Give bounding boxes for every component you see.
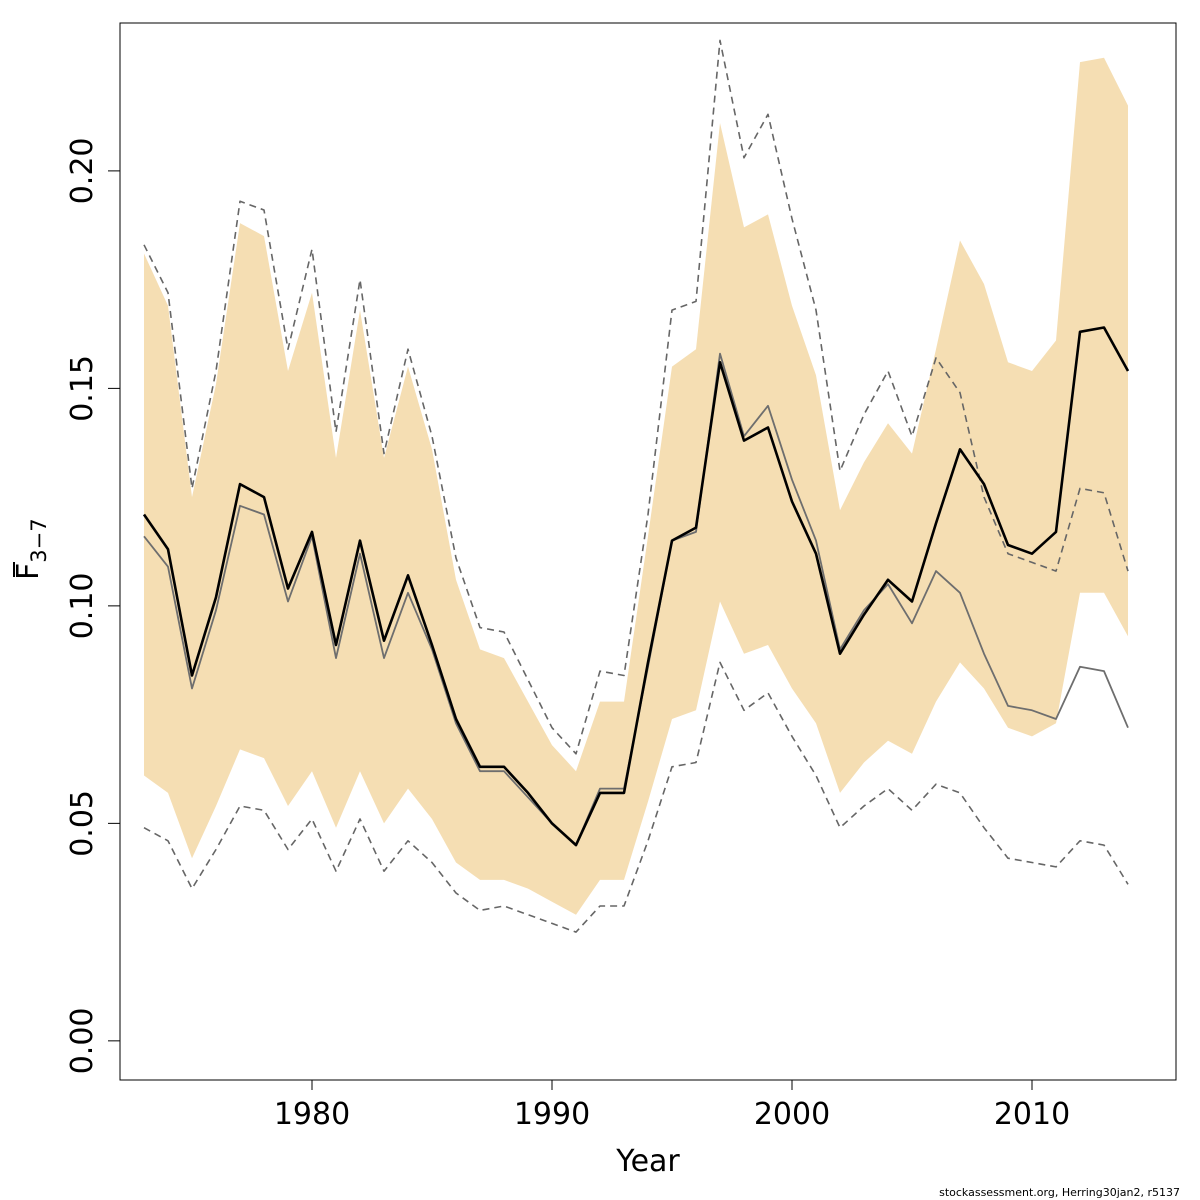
x-axis-title: Year bbox=[615, 1144, 680, 1179]
y-tick-label: 0.10 bbox=[65, 573, 100, 640]
credit-text: stockassessment.org, Herring30jan2, r513… bbox=[939, 1186, 1180, 1199]
x-axis: 1980 1990 2000 2010 bbox=[274, 1080, 1070, 1132]
main-series-line bbox=[142, 326, 1130, 847]
y-axis-title-text: F3−7 bbox=[11, 518, 51, 580]
x-tick-label: 1980 bbox=[274, 1097, 350, 1132]
x-tick-label: 1990 bbox=[514, 1097, 590, 1132]
y-axis-title-main: F bbox=[11, 563, 46, 580]
y-tick-label: 0.15 bbox=[65, 355, 100, 422]
confidence-band bbox=[144, 57, 1128, 915]
band-layer bbox=[144, 57, 1128, 915]
dashed-upper-series bbox=[143, 39, 1129, 755]
plot-frame bbox=[119, 22, 1177, 1081]
x-tick-label: 2010 bbox=[994, 1097, 1070, 1132]
y-tick-label: 0.20 bbox=[65, 138, 100, 205]
x-tick-label: 2000 bbox=[754, 1097, 830, 1132]
y-tick-label: 0.05 bbox=[65, 790, 100, 857]
lines-layer bbox=[142, 39, 1130, 933]
y-tick-label: 0.00 bbox=[65, 1008, 100, 1075]
dashed-lower-series bbox=[143, 661, 1129, 933]
y-axis-title-subscript: 3−7 bbox=[27, 518, 51, 562]
y-axis-title: F3−7 bbox=[11, 518, 51, 580]
y-axis: 0.00 0.05 0.10 0.15 0.20 bbox=[65, 138, 120, 1075]
